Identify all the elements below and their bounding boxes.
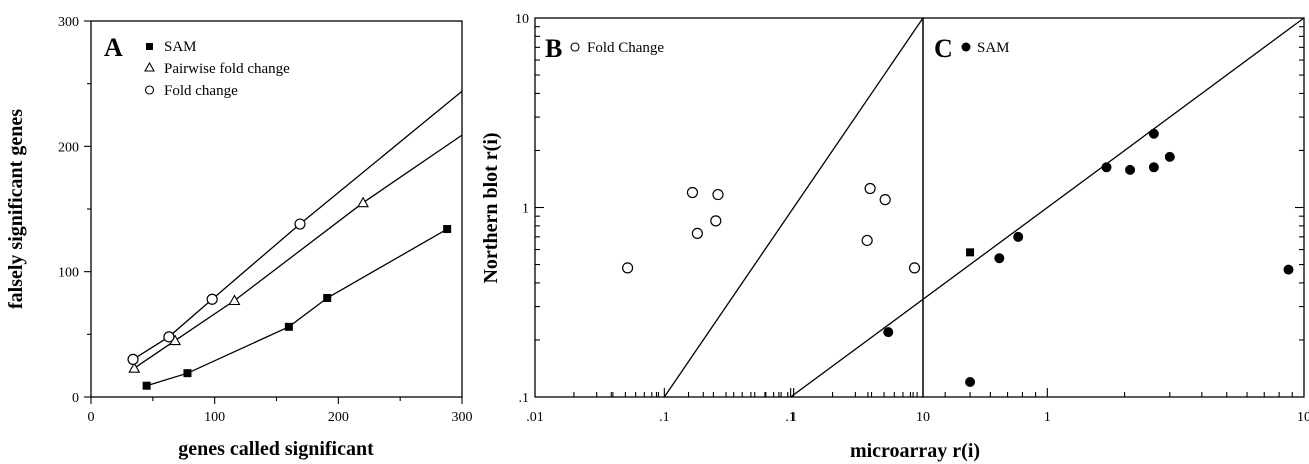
panel-a-y-ticks: 0 100 200 300 [58, 15, 91, 406]
b-point-6 [864, 182, 876, 195]
panel-b-x-ticks: .01.1 1 10 [526, 388, 930, 425]
b-reference-line [663, 18, 923, 397]
panel-a-frame [90, 20, 463, 398]
panel-a-legend: SAM Pairwise fold change Fold change [144, 39, 290, 99]
legend-sam-label: SAM [164, 39, 197, 55]
b-point-5 [861, 234, 873, 247]
panel-a-x-tick-label-1: 100 [204, 410, 225, 425]
panel-a-point-0-1 [183, 369, 192, 378]
panel-a-point-2-1 [163, 331, 175, 343]
b-point-7 [879, 194, 891, 206]
b-x-tick-label-0: .01 [526, 410, 544, 425]
panel-a-point-0-0 [142, 381, 151, 390]
c-x-tick-label-2: 10 [1297, 410, 1309, 425]
b-y-tick-label-0: .1 [519, 391, 530, 406]
panel-a-line-1 [133, 134, 463, 369]
panel-a-point-2-0 [127, 353, 139, 365]
panel-a-label: A [104, 33, 123, 62]
b-x-tick-label-1: .1 [659, 410, 670, 425]
panel-b-y-axis-label: Northern blot r(i) [480, 132, 502, 283]
panel-a-point-2-3 [294, 218, 306, 230]
panel-b-plot [622, 18, 923, 397]
panel-c-legend-label: SAM [977, 40, 1010, 56]
b-x-tick-label-2: 1 [790, 410, 797, 425]
c-point-0 [883, 327, 894, 338]
panel-c-x-ticks: .1 1 10 [610, 388, 1309, 425]
b-x-tick-label-3: 10 [916, 410, 930, 425]
c-point-8 [1164, 151, 1175, 162]
panel-c-x-axis-label: microarray r(i) [850, 440, 980, 462]
panel-a-y-axis-label: falsely significant genes [5, 109, 27, 309]
panel-a-plot [127, 90, 463, 390]
panel-a-x-axis-label: genes called significant [178, 438, 374, 460]
c-point-1 [965, 376, 976, 387]
c-x-tick-label-0: .1 [785, 410, 796, 425]
panel-b-legend-label: Fold Change [587, 40, 664, 56]
panel-a: A SAM Pairwise fold change Fold change 0… [5, 15, 473, 460]
b-point-4 [712, 188, 724, 201]
legend-pairwise-label: Pairwise fold change [164, 61, 290, 77]
b-point-1 [686, 186, 699, 199]
panel-a-point-2-2 [206, 293, 218, 305]
b-y-tick-label-2: 10 [515, 12, 529, 27]
panel-a-y-tick-label-3: 300 [58, 15, 79, 30]
b-y-tick-label-1: 1 [522, 202, 529, 217]
b-point-8 [908, 262, 921, 274]
b-point-0 [622, 262, 634, 274]
panel-c-y-ticks [1295, 26, 1304, 341]
panel-a-y-tick-label-2: 200 [58, 140, 79, 155]
c-point-7 [1148, 128, 1159, 139]
panel-b-legend-marker [570, 42, 580, 52]
panel-a-point-1-2 [228, 294, 241, 306]
legend-sam-marker [146, 43, 153, 50]
panel-a-point-0-3 [323, 293, 332, 302]
panel-a-point-0-4 [443, 225, 452, 234]
panel-a-x-ticks: 0 100 200 300 [88, 397, 473, 425]
panel-c-plot [790, 18, 1304, 397]
c-point-5 [1125, 164, 1136, 175]
panel-a-x-tick-label-2: 200 [328, 410, 349, 425]
panel-c: C SAM .1 1 10 microarray r(i) [610, 17, 1309, 462]
panel-a-point-1-3 [357, 196, 370, 208]
panel-b-frame [534, 17, 924, 398]
c-point-6 [1148, 162, 1159, 173]
panel-a-point-0-2 [284, 322, 293, 331]
b-point-3 [710, 215, 722, 227]
legend-fold-label: Fold change [164, 83, 238, 99]
panel-a-x-tick-label-0: 0 [88, 410, 95, 425]
panel-a-point-1-0 [128, 362, 141, 373]
panel-c-legend-marker [961, 42, 971, 52]
c-reference-line [790, 18, 1304, 397]
legend-fold-marker [144, 85, 155, 95]
c-point-9 [1283, 264, 1294, 275]
panel-c-label: C [934, 34, 953, 63]
c-square-point-0 [966, 248, 975, 257]
panel-a-y-tick-label-0: 0 [72, 391, 79, 406]
legend-pairwise-marker [144, 61, 155, 72]
panel-a-y-tick-label-1: 100 [58, 266, 79, 281]
c-x-tick-label-1: 1 [1044, 410, 1051, 425]
b-point-2 [691, 227, 703, 240]
panel-b-y-ticks: .1 1 10 [515, 12, 544, 406]
c-point-3 [1013, 231, 1024, 242]
c-point-2 [994, 253, 1005, 264]
panel-a-x-tick-label-3: 300 [452, 410, 473, 425]
panel-b-label: B [545, 34, 562, 63]
c-point-4 [1101, 162, 1112, 173]
panel-c-frame [922, 17, 1305, 398]
